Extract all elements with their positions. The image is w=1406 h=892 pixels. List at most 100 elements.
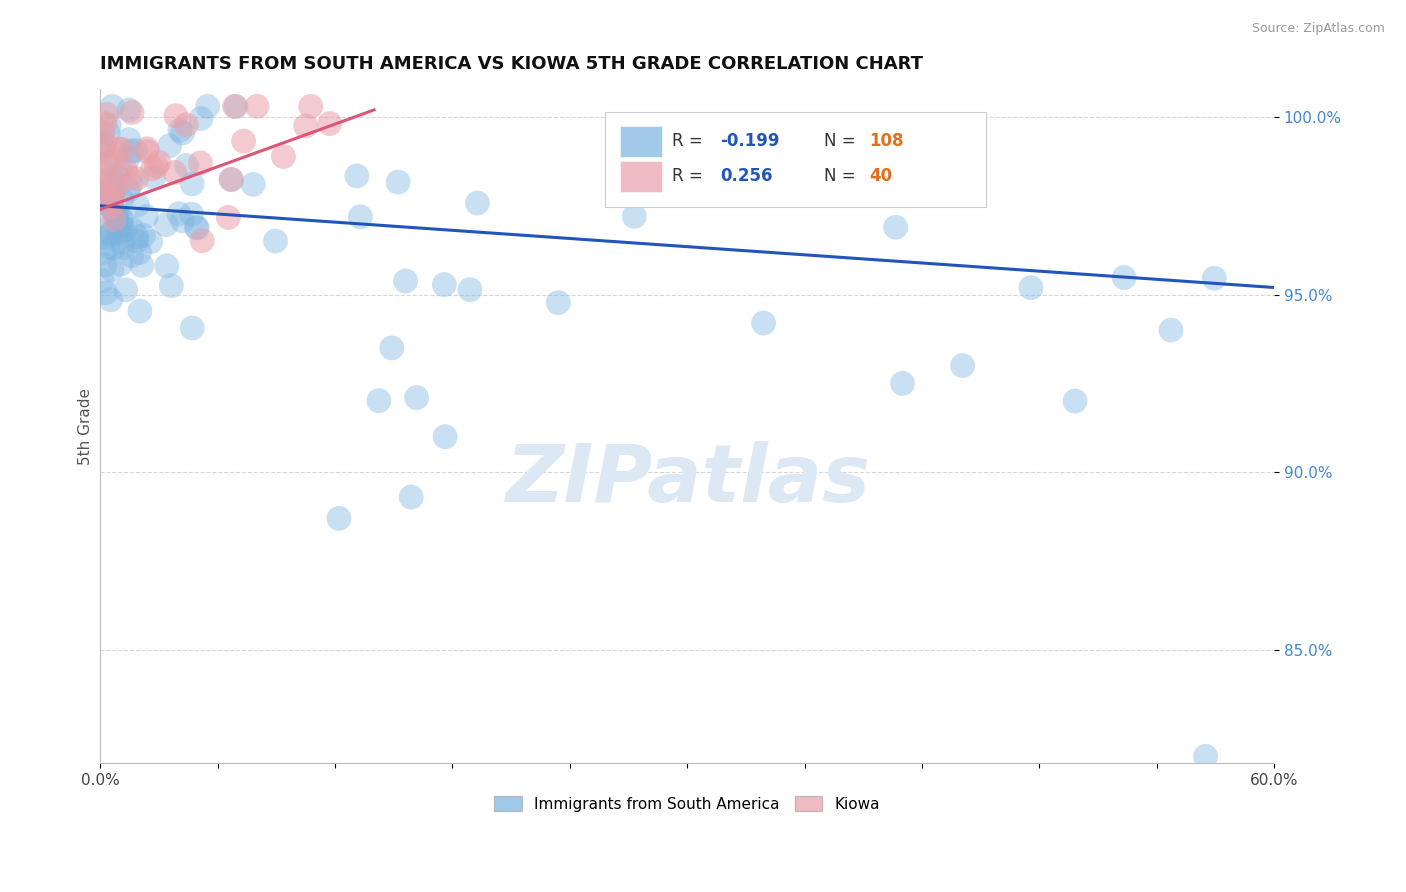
Point bbox=[93, 245, 115, 260]
Point bbox=[98, 227, 121, 242]
Point bbox=[127, 198, 149, 212]
Point bbox=[884, 220, 907, 235]
Point bbox=[399, 490, 422, 504]
Point bbox=[100, 201, 122, 215]
Point bbox=[111, 235, 134, 249]
Text: -0.199: -0.199 bbox=[720, 132, 779, 150]
Point bbox=[103, 185, 125, 199]
Point bbox=[117, 183, 139, 197]
Point bbox=[120, 177, 142, 191]
Point bbox=[91, 274, 114, 288]
Point bbox=[167, 207, 190, 221]
Point bbox=[224, 99, 246, 113]
FancyBboxPatch shape bbox=[620, 161, 662, 192]
Text: R =: R = bbox=[672, 132, 707, 150]
Point bbox=[190, 156, 212, 170]
Point bbox=[191, 234, 214, 248]
Text: 108: 108 bbox=[869, 132, 904, 150]
Point bbox=[94, 258, 117, 272]
Point bbox=[148, 155, 170, 169]
Point bbox=[186, 220, 208, 235]
Point bbox=[111, 212, 134, 227]
Point bbox=[121, 105, 143, 120]
Point bbox=[94, 136, 117, 151]
Point bbox=[349, 210, 371, 224]
Text: IMMIGRANTS FROM SOUTH AMERICA VS KIOWA 5TH GRADE CORRELATION CHART: IMMIGRANTS FROM SOUTH AMERICA VS KIOWA 5… bbox=[100, 55, 924, 73]
Point bbox=[217, 211, 239, 225]
Point bbox=[96, 107, 118, 121]
Point bbox=[118, 170, 141, 185]
Point bbox=[264, 234, 287, 248]
Point bbox=[97, 240, 120, 254]
Point bbox=[101, 194, 124, 208]
Point bbox=[394, 274, 416, 288]
Point bbox=[163, 165, 186, 179]
Point bbox=[124, 144, 146, 158]
Point bbox=[190, 112, 212, 126]
Point bbox=[107, 207, 129, 221]
Point bbox=[145, 159, 167, 173]
Point bbox=[180, 207, 202, 221]
Point bbox=[93, 192, 115, 206]
Point bbox=[155, 218, 177, 232]
Point bbox=[273, 149, 295, 163]
Point bbox=[112, 241, 135, 255]
Point bbox=[1194, 749, 1216, 764]
Point bbox=[197, 99, 219, 113]
Point bbox=[94, 117, 117, 131]
Point bbox=[225, 99, 247, 113]
Text: 40: 40 bbox=[869, 168, 893, 186]
Point bbox=[434, 430, 457, 444]
Point bbox=[114, 283, 136, 297]
Point bbox=[159, 138, 181, 153]
Point bbox=[131, 259, 153, 273]
Point bbox=[107, 225, 129, 239]
Point bbox=[104, 152, 127, 166]
Point bbox=[100, 226, 122, 240]
FancyBboxPatch shape bbox=[620, 126, 662, 157]
Legend: Immigrants from South America, Kiowa: Immigrants from South America, Kiowa bbox=[488, 789, 886, 818]
Point bbox=[91, 144, 114, 158]
Point bbox=[118, 103, 141, 117]
Text: N =: N = bbox=[824, 132, 862, 150]
Point bbox=[186, 220, 208, 235]
Point bbox=[136, 145, 159, 159]
Point bbox=[142, 170, 165, 185]
Point bbox=[94, 138, 117, 153]
Point bbox=[142, 161, 165, 176]
Point bbox=[110, 162, 132, 177]
Point bbox=[111, 143, 134, 157]
Point bbox=[623, 210, 645, 224]
Point bbox=[91, 182, 114, 196]
Point bbox=[132, 228, 155, 243]
Point bbox=[181, 321, 204, 335]
Point bbox=[294, 119, 316, 133]
Point bbox=[128, 245, 150, 260]
Point bbox=[105, 212, 128, 227]
Point bbox=[103, 212, 125, 227]
Point bbox=[100, 172, 122, 186]
Point bbox=[1204, 271, 1226, 285]
Point bbox=[91, 195, 114, 210]
Point bbox=[458, 283, 481, 297]
Point bbox=[91, 166, 114, 180]
Point bbox=[107, 142, 129, 156]
Point bbox=[299, 99, 322, 113]
Point bbox=[97, 220, 120, 235]
Point bbox=[405, 391, 427, 405]
Point bbox=[176, 159, 198, 173]
Point bbox=[94, 285, 117, 300]
Point bbox=[101, 241, 124, 255]
Point bbox=[96, 230, 118, 244]
Point bbox=[368, 393, 391, 408]
Point bbox=[139, 235, 162, 249]
Point bbox=[101, 99, 124, 113]
Point bbox=[94, 157, 117, 171]
Point bbox=[127, 229, 149, 244]
Point bbox=[387, 175, 409, 189]
Point bbox=[328, 511, 350, 525]
Point bbox=[125, 171, 148, 186]
Point bbox=[891, 376, 914, 391]
Point bbox=[105, 211, 128, 225]
Point bbox=[219, 172, 242, 186]
